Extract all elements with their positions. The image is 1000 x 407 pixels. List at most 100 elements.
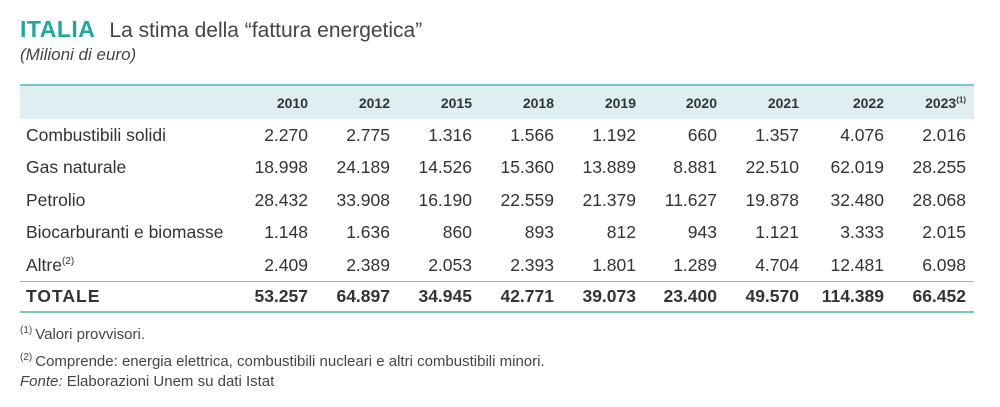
value-cell: 1.636 <box>346 222 390 243</box>
year-label: 2015 <box>440 94 472 111</box>
table-row: Gas naturale 18.998 24.189 14.526 15.360 13.8… <box>20 152 974 185</box>
year-header: 2021 <box>725 85 807 119</box>
year-label: 2020 <box>685 94 717 111</box>
value-cell: 1.801 <box>592 254 636 275</box>
total-value-cell: 49.570 <box>745 285 799 306</box>
value-cell: 22.510 <box>745 157 799 178</box>
row-label-cell: Biocarburanti e biomasse <box>20 217 236 250</box>
footnotes: (1) Valori provvisori. (2) Comprende: ener… <box>20 319 545 373</box>
row-label-cell: Altre(2) <box>20 249 236 282</box>
title-row: ITALIA La stima della “fattura energetica… <box>20 16 422 43</box>
row-label: Biocarburanti e biomasse <box>26 222 224 243</box>
year-header: 2023(1) <box>892 85 974 119</box>
value-cell: 11.627 <box>664 189 717 210</box>
year-header: 2020 <box>644 85 725 119</box>
value-cell: 1.566 <box>510 124 554 145</box>
value-cell: 19.878 <box>745 189 799 210</box>
year-header: 2019 <box>562 85 644 119</box>
value-cell: 28.432 <box>254 189 308 210</box>
source-text: Elaborazioni Unem su dati Istat <box>62 373 275 390</box>
value-cell: 860 <box>442 222 472 243</box>
value-cell: 2.393 <box>510 254 554 275</box>
row-label: Altre <box>26 254 62 275</box>
total-label: TOTALE <box>26 285 101 306</box>
value-cell: 1.121 <box>755 222 799 243</box>
value-cell: 1.192 <box>592 124 636 145</box>
value-cell: 62.019 <box>830 157 884 178</box>
table-row: Petrolio 28.432 33.908 16.190 22.559 21.379 11… <box>20 184 974 217</box>
row-note-mark: (2) <box>61 255 75 267</box>
table-row: Combustibili solidi 2.270 2.775 1.316 1.566 1… <box>20 119 974 152</box>
source-label: Fonte: <box>20 373 63 390</box>
total-value-cell: 42.771 <box>500 285 554 306</box>
value-cell: 2.270 <box>264 124 308 145</box>
value-cell: 1.357 <box>755 124 799 145</box>
source-line: Fonte: Elaborazioni Unem su dati Istat <box>20 373 274 390</box>
row-label: Gas naturale <box>26 157 127 178</box>
total-value-cell: 64.897 <box>336 285 390 306</box>
value-cell: 21.379 <box>582 189 636 210</box>
value-cell: 28.068 <box>912 189 966 210</box>
footnote-text: Valori provvisori. <box>35 326 145 343</box>
unit-subtitle: (Milioni di euro) <box>20 45 137 64</box>
year-header: 2012 <box>316 85 398 119</box>
total-value-cell: 34.945 <box>418 285 472 306</box>
total-value-cell: 23.400 <box>663 285 717 306</box>
year-header: 2015 <box>398 85 480 119</box>
total-row: TOTALE 53.257 64.897 34.945 42.771 39.073 23.4… <box>20 281 974 312</box>
footnote-1: (1) Valori provvisori. <box>20 319 545 346</box>
year-label: 2018 <box>522 94 554 111</box>
year-header: 2022 <box>807 85 892 119</box>
table-row: Biocarburanti e biomasse 1.148 1.636 860 893… <box>20 217 974 250</box>
row-label-cell: Combustibili solidi <box>20 119 236 152</box>
value-cell: 28.255 <box>912 157 966 178</box>
value-cell: 24.189 <box>336 157 390 178</box>
year-note-mark: (1) <box>956 94 966 104</box>
value-cell: 32.480 <box>830 189 884 210</box>
value-cell: 4.076 <box>840 124 884 145</box>
country-label: ITALIA <box>20 16 96 42</box>
year-label: 2012 <box>358 94 390 111</box>
footnote-mark: (1) <box>20 325 33 336</box>
value-cell: 2.015 <box>922 222 966 243</box>
value-cell: 4.704 <box>755 254 799 275</box>
header-blank-cell <box>20 85 236 119</box>
total-value-cell: 114.389 <box>821 285 884 306</box>
value-cell: 2.389 <box>346 254 390 275</box>
year-label: 2022 <box>852 94 884 111</box>
row-label: Petrolio <box>26 189 86 210</box>
footnote-2: (2) Comprende: energia elettrica, combust… <box>20 346 545 373</box>
value-cell: 1.316 <box>428 124 472 145</box>
value-cell: 8.881 <box>673 157 717 178</box>
footnote-mark: (2) <box>20 352 33 363</box>
figure-title: La stima della “fattura energetica” <box>109 19 423 42</box>
energy-bill-table: 2010 2012 2015 2018 2019 2020 2021 2022 2023(1) … <box>20 84 974 313</box>
year-label: 2021 <box>767 94 799 111</box>
total-value-cell: 39.073 <box>582 285 636 306</box>
value-cell: 14.526 <box>418 157 472 178</box>
value-cell: 6.098 <box>922 254 966 275</box>
row-label-cell: Petrolio <box>20 184 236 217</box>
value-cell: 3.333 <box>840 222 884 243</box>
year-label: 2023 <box>925 94 957 111</box>
header-row: 2010 2012 2015 2018 2019 2020 2021 2022 2023(1) <box>20 85 974 119</box>
table-row: Altre(2) 2.409 2.389 2.053 2.393 1.801 1.289 4.… <box>20 249 974 282</box>
year-header: 2010 <box>236 85 316 119</box>
value-cell: 2.053 <box>428 254 472 275</box>
value-cell: 18.998 <box>254 157 308 178</box>
value-cell: 2.775 <box>346 124 390 145</box>
value-cell: 33.908 <box>336 189 390 210</box>
footnote-text: Comprende: energia elettrica, combustibi… <box>35 353 545 370</box>
value-cell: 1.148 <box>264 222 308 243</box>
value-cell: 893 <box>524 222 554 243</box>
value-cell: 660 <box>687 124 717 145</box>
value-cell: 2.016 <box>922 124 966 145</box>
value-cell: 1.289 <box>673 254 717 275</box>
total-value-cell: 53.257 <box>254 285 308 306</box>
value-cell: 22.559 <box>500 189 554 210</box>
row-label-cell: Gas naturale <box>20 152 236 185</box>
year-label: 2019 <box>604 94 636 111</box>
year-header: 2018 <box>480 85 562 119</box>
total-value-cell: 66.452 <box>912 285 966 306</box>
